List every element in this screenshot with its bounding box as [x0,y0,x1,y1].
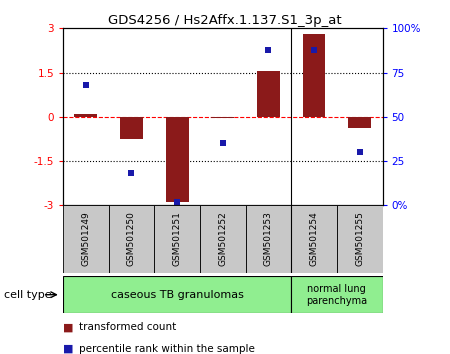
Bar [166,117,189,202]
Text: transformed count: transformed count [79,322,176,332]
FancyBboxPatch shape [200,205,246,273]
Text: GSM501249: GSM501249 [81,212,90,266]
Text: GSM501252: GSM501252 [218,212,227,266]
FancyBboxPatch shape [63,205,108,273]
Point [310,47,318,52]
FancyBboxPatch shape [291,276,382,313]
Text: cell type: cell type [4,290,52,300]
Text: GSM501251: GSM501251 [173,211,182,267]
Text: GSM501254: GSM501254 [310,212,319,266]
Point [356,149,363,155]
Point [82,82,90,88]
Text: GSM501250: GSM501250 [127,211,136,267]
Text: GSM501255: GSM501255 [355,211,364,267]
Bar [302,34,325,117]
Text: ■: ■ [63,344,73,354]
Bar [257,71,280,117]
FancyBboxPatch shape [337,205,382,273]
FancyBboxPatch shape [63,276,291,313]
Bar [348,117,371,128]
Text: GSM501253: GSM501253 [264,211,273,267]
Point [128,171,135,176]
Text: GDS4256 / Hs2Affx.1.137.S1_3p_at: GDS4256 / Hs2Affx.1.137.S1_3p_at [108,14,342,27]
Point [219,141,226,146]
Bar [120,117,143,139]
FancyBboxPatch shape [246,205,291,273]
Text: caseous TB granulomas: caseous TB granulomas [111,290,243,300]
Point [174,199,181,205]
FancyBboxPatch shape [291,205,337,273]
Text: normal lung
parenchyma: normal lung parenchyma [306,284,367,306]
Bar [74,114,97,117]
Text: ■: ■ [63,322,73,332]
FancyBboxPatch shape [108,205,154,273]
Point [265,47,272,52]
Bar [212,117,234,118]
FancyBboxPatch shape [154,205,200,273]
Text: percentile rank within the sample: percentile rank within the sample [79,344,255,354]
